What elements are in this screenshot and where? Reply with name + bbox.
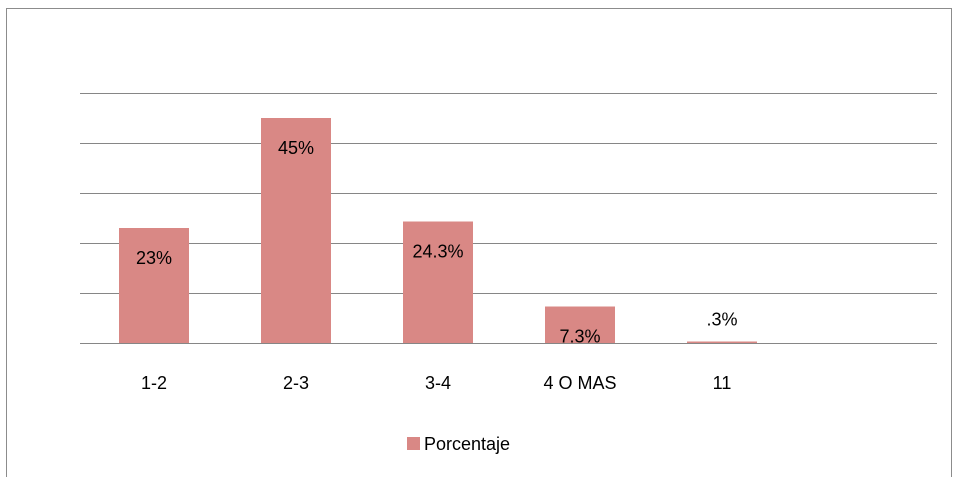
bar-1 bbox=[119, 228, 189, 343]
legend-swatch bbox=[407, 437, 420, 450]
x-tick-label-4: 4 O MAS bbox=[543, 373, 616, 393]
x-tick-label-2: 2-3 bbox=[283, 373, 309, 393]
x-tick-label-3: 3-4 bbox=[425, 373, 451, 393]
chart-frame bbox=[6, 8, 952, 477]
data-label-1: 23% bbox=[136, 248, 172, 268]
legend: Porcentaje bbox=[407, 434, 510, 454]
data-label-3: 24.3% bbox=[412, 242, 463, 262]
bar-2 bbox=[261, 118, 331, 343]
x-tick-labels: 1-2 2-3 3-4 4 O MAS 11 bbox=[141, 373, 731, 393]
data-label-5: .3% bbox=[706, 310, 737, 330]
bar-5 bbox=[687, 341, 757, 343]
data-labels: 23% 45% 24.3% 7.3% .3% bbox=[136, 138, 738, 347]
data-label-4: 7.3% bbox=[559, 327, 600, 347]
bar-3 bbox=[403, 221, 473, 343]
x-tick-label-5: 11 bbox=[713, 373, 732, 393]
bar-4 bbox=[545, 306, 615, 343]
bars bbox=[119, 118, 757, 343]
data-label-2: 45% bbox=[278, 138, 314, 158]
gridlines bbox=[80, 93, 937, 344]
x-tick-label-1: 1-2 bbox=[141, 373, 167, 393]
legend-label: Porcentaje bbox=[424, 434, 510, 454]
